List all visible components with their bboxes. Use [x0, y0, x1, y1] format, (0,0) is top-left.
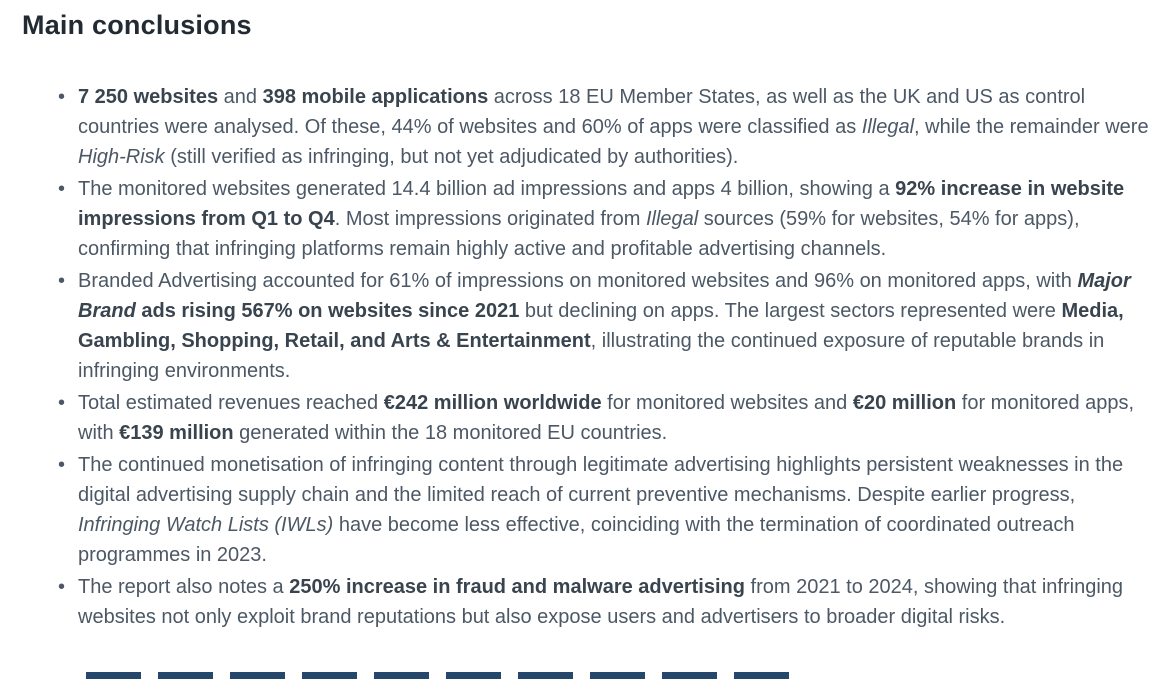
conclusions-list: 7 250 websites and 398 mobile applicatio… [22, 82, 1152, 632]
text-segment: ads rising 567% on websites since 2021 [135, 300, 520, 322]
text-segment: but declining on apps. The largest secto… [519, 300, 1062, 322]
text-segment: The continued monetisation of infringing… [78, 454, 1124, 506]
text-segment: have become less effective, coinciding w… [78, 514, 1075, 566]
text-segment: Media, Gambling, Shopping, Retail, and A… [78, 300, 1124, 352]
cutoff-block [518, 672, 573, 679]
text-segment: for monitored websites and [601, 392, 853, 414]
text-segment: €242 million worldwide [383, 392, 602, 414]
text-segment: 250% increase in fraud and malware adver… [289, 576, 745, 598]
text-segment: Major Brand [78, 270, 1131, 322]
text-segment: 7 250 websites [78, 86, 219, 108]
text-segment: Infringing Watch Lists (IWLs) [78, 514, 334, 536]
bullet-item: The report also notes a 250% increase in… [58, 572, 1152, 632]
text-segment: €139 million [119, 422, 234, 444]
bullet-item: The monitored websites generated 14.4 bi… [58, 174, 1152, 264]
text-segment: Total estimated revenues reached [78, 392, 384, 414]
text-segment: across 18 EU Member States, as well as t… [78, 86, 1086, 138]
cutoff-block [590, 672, 645, 679]
cutoff-block [86, 672, 141, 679]
text-segment: Branded Advertising accounted for 61% of… [78, 270, 1078, 292]
bullet-item: Branded Advertising accounted for 61% of… [58, 266, 1152, 386]
text-segment: and [218, 86, 263, 108]
text-segment: , while the remainder were [914, 116, 1149, 138]
bullet-item: Total estimated revenues reached €242 mi… [58, 388, 1152, 448]
text-segment: (still verified as infringing, but not y… [164, 146, 739, 168]
cutoff-block [302, 672, 357, 679]
bullet-item: The continued monetisation of infringing… [58, 450, 1152, 570]
text-segment: High-Risk [78, 146, 165, 168]
cutoff-block [374, 672, 429, 679]
text-segment: Illegal [645, 208, 699, 230]
cutoff-content-blocks [0, 672, 1176, 679]
text-segment: , illustrating the continued exposure of… [78, 330, 1105, 382]
page-title: Main conclusions [22, 10, 252, 40]
cutoff-block [230, 672, 285, 679]
text-segment: from 2021 to 2024, showing that infringi… [78, 576, 1124, 628]
text-segment: for monitored apps, with [78, 392, 1135, 444]
text-segment: The report also notes a [78, 576, 290, 598]
bullet-item: 7 250 websites and 398 mobile applicatio… [58, 82, 1152, 172]
text-segment: The monitored websites generated 14.4 bi… [78, 178, 896, 200]
text-segment: €20 million [852, 392, 957, 414]
document-content: Main conclusions 7 250 websites and 398 … [0, 0, 1176, 632]
text-segment: generated within the 18 monitored EU cou… [233, 422, 668, 444]
text-segment: . Most impressions originated from [334, 208, 646, 230]
cutoff-block [158, 672, 213, 679]
text-segment: 398 mobile applications [262, 86, 489, 108]
cutoff-block [446, 672, 501, 679]
text-segment: Illegal [861, 116, 915, 138]
cutoff-block [662, 672, 717, 679]
text-segment: sources (59% for websites, 54% for apps)… [78, 208, 1080, 260]
cutoff-block [734, 672, 789, 679]
text-segment: 92% increase in website impressions from… [78, 178, 1125, 230]
